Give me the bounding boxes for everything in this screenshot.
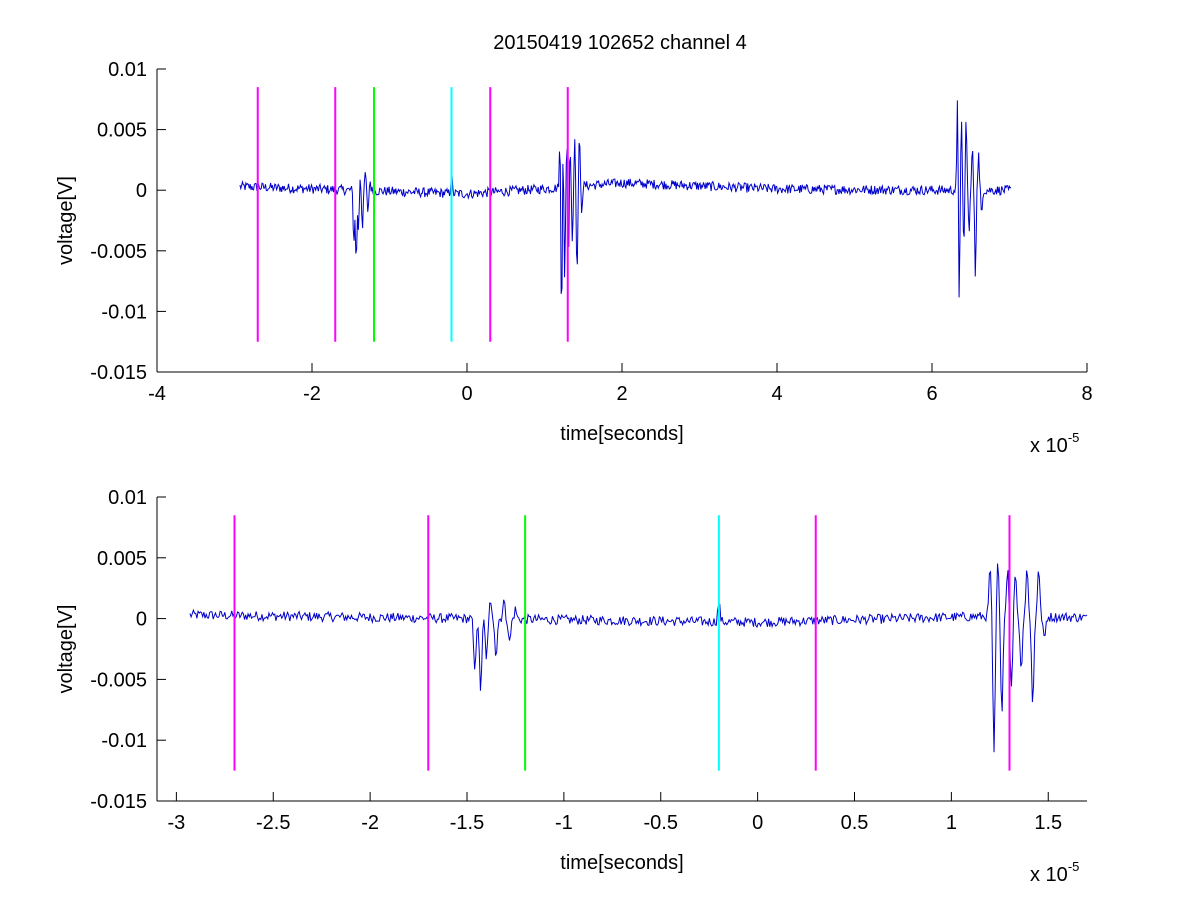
figure-title: 20150419 102652 channel 4 (493, 32, 747, 54)
y-tick-label: 0 (136, 180, 147, 202)
x-tick-label: 1 (946, 812, 957, 834)
x-axis-label: time[seconds] (560, 852, 683, 874)
y-tick-label: -0.01 (101, 301, 147, 323)
y-tick-label: -0.005 (90, 241, 147, 263)
x-tick-label: -4 (148, 383, 166, 405)
x-tick-label: -0.5 (644, 812, 678, 834)
x-exponent-base: x 10 (1030, 864, 1068, 886)
x-exponent-label: x 10-5 (1030, 430, 1079, 457)
y-tick-label: 0 (136, 609, 147, 631)
x-tick-label: 1.5 (1034, 812, 1062, 834)
x-tick-label: 8 (1081, 383, 1092, 405)
x-tick-label: -1 (555, 812, 573, 834)
x-tick-label: 0 (461, 383, 472, 405)
signal-trace (189, 563, 1088, 753)
y-tick-label: 0.005 (97, 548, 147, 570)
y-axis-label: voltage[V] (55, 605, 77, 694)
x-tick-label: -2 (303, 383, 321, 405)
x-tick-label: 0.5 (841, 812, 869, 834)
plot-bottom: -3 -2.5 -2 -1.5 -1 -0.5 0 0.5 1 1.5 -0.015 -0.01 -0.… (55, 487, 1088, 886)
x-exponent-power: -5 (1068, 430, 1080, 445)
x-exponent-label: x 10-5 (1030, 859, 1079, 886)
plot-top: -4 -2 0 2 4 6 8 -0.015 -0.01 -0.005 0 0.005 0.01 time… (55, 59, 1093, 457)
x-exponent-base: x 10 (1030, 435, 1068, 457)
y-tick-label: -0.005 (90, 669, 147, 691)
y-tick-label: -0.015 (90, 791, 147, 813)
x-tick-label: -2 (361, 812, 379, 834)
y-tick-label: 0.01 (108, 487, 147, 509)
x-tick-label: 0 (752, 812, 763, 834)
x-exponent-power: -5 (1068, 859, 1080, 874)
y-tick-label: -0.01 (101, 730, 147, 752)
y-tick-label: 0.01 (108, 59, 147, 81)
x-tick-label: -3 (167, 812, 185, 834)
x-tick-label: 4 (771, 383, 782, 405)
x-tick-label: 2 (616, 383, 627, 405)
x-tick-label: 6 (926, 383, 937, 405)
x-tick-label: -1.5 (450, 812, 484, 834)
x-axis-label: time[seconds] (560, 423, 683, 445)
y-tick-label: -0.015 (90, 362, 147, 384)
y-axis-label: voltage[V] (55, 176, 77, 265)
y-tick-label: 0.005 (97, 120, 147, 142)
signal-trace (239, 100, 1012, 298)
x-tick-label: -2.5 (256, 812, 290, 834)
